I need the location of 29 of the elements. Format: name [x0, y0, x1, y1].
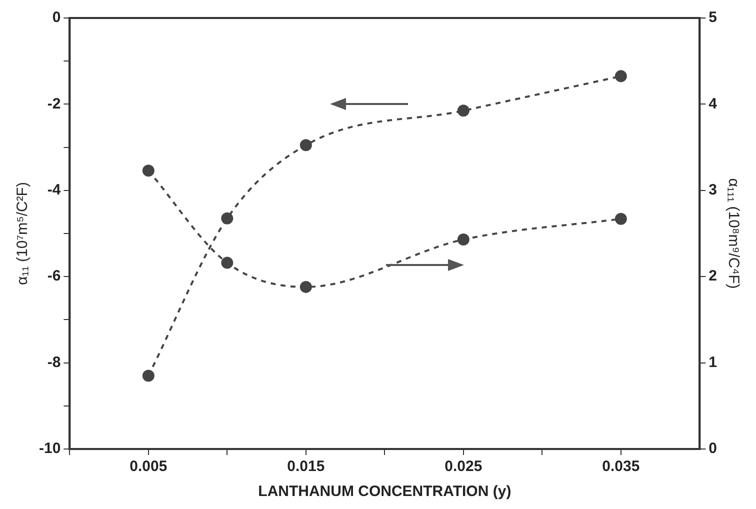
x-tick-label: 0.015 [287, 458, 325, 476]
y-tick-label: -8 [47, 354, 61, 371]
y-axis-title: α₁₁ (10⁷m⁵/C²F) [14, 182, 32, 285]
y2-tick-label: 3 [708, 182, 717, 199]
x-tick-label: 0.035 [602, 458, 640, 476]
y-tick-label: -4 [47, 182, 62, 199]
y2-tick-label: 2 [708, 268, 717, 285]
y2-tick-label: 1 [708, 354, 717, 371]
point [614, 70, 627, 82]
y-tick-label: -6 [47, 268, 61, 285]
point [221, 212, 234, 224]
point [457, 104, 470, 117]
point [614, 212, 627, 225]
point [142, 370, 154, 382]
y-tick-label: -10 [38, 440, 61, 458]
point [300, 139, 312, 152]
point [221, 256, 234, 269]
point [142, 164, 154, 177]
x-axis-title: LANTHANUM CONCENTRATION (y) [258, 483, 512, 500]
point [457, 234, 470, 246]
y2-tick-label: 0 [708, 440, 717, 458]
y-tick-label: -2 [47, 95, 61, 112]
y2-tick-label: 5 [708, 9, 717, 26]
y2-tick-label: 4 [708, 95, 718, 112]
y2-axis-title: α₁₁₁ (10⁸m⁹/C⁴F) [724, 178, 742, 289]
y-tick-label: 0 [52, 9, 61, 26]
x-tick-label: 0.025 [444, 458, 482, 476]
x-tick-label: 0.005 [130, 458, 168, 476]
point [300, 280, 312, 293]
